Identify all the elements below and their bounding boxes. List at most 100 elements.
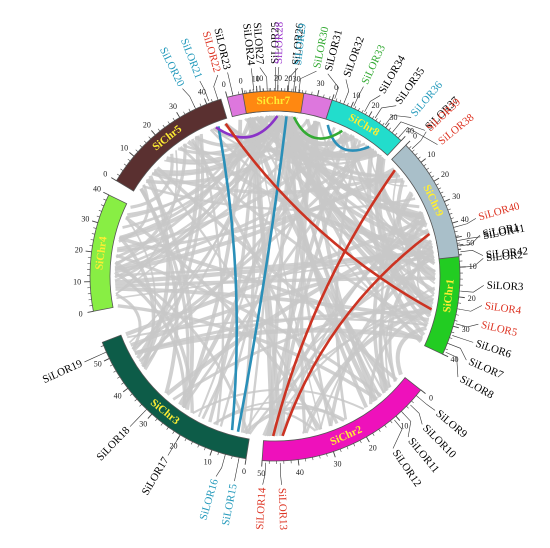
scale-tick-label: 20	[371, 101, 379, 110]
scale-tick-label: 40	[450, 355, 458, 364]
scale-tick	[447, 208, 451, 211]
gene-label-silor3: SiLOR3	[487, 280, 525, 294]
gene-leader-line	[402, 412, 412, 438]
collinear-link	[114, 264, 250, 435]
gene-leader-line	[84, 352, 105, 363]
scale-tick	[323, 94, 325, 98]
gene-label-silor4: SiLOR4	[484, 300, 522, 317]
gene-leader-line	[410, 404, 423, 425]
scale-tick	[372, 115, 375, 119]
gene-leader-line	[452, 335, 474, 343]
scale-tick	[139, 145, 143, 148]
scale-tick	[408, 146, 412, 149]
gene-leader-line	[250, 68, 255, 91]
scale-tick	[378, 120, 382, 124]
scale-tick	[444, 198, 451, 202]
scale-tick	[454, 230, 458, 233]
scale-tick-label: 30	[389, 113, 397, 122]
scale-tick	[436, 183, 439, 186]
collinear-link	[138, 131, 347, 363]
scale-tick	[103, 358, 110, 362]
gene-label-silor28: SiLOR28	[273, 21, 286, 64]
scale-tick	[100, 345, 104, 347]
collinear-link	[134, 328, 423, 356]
duplication-link-4	[215, 115, 279, 139]
gene-label-silor8: SiLOR8	[458, 373, 496, 401]
scale-tick-label: 0	[242, 467, 246, 476]
scale-tick	[211, 99, 213, 103]
scale-tick	[446, 204, 450, 207]
scale-tick	[405, 140, 411, 146]
collinear-link	[279, 115, 432, 245]
scale-tick	[444, 348, 448, 351]
scale-tick-label: 30	[452, 192, 460, 201]
scale-tick	[184, 438, 187, 442]
scale-tick	[420, 389, 426, 394]
collinear-link	[372, 191, 413, 394]
scale-tick	[359, 440, 362, 444]
collinear-link	[116, 252, 434, 299]
collinear-link	[139, 188, 190, 408]
scale-tick	[172, 430, 175, 434]
collinear-link	[287, 116, 435, 303]
collinear-link	[115, 276, 436, 288]
chromosome-band-sichr2	[261, 377, 422, 462]
scale-tick	[157, 128, 161, 132]
scale-tick-label: 30	[139, 419, 147, 428]
scale-tick-label: 10	[352, 91, 360, 100]
duplication-link-7	[271, 169, 396, 437]
gene-leader-line	[461, 285, 484, 293]
scale-tick	[433, 177, 440, 182]
scale-tick-label: 40	[461, 215, 469, 224]
scale-tick	[144, 140, 147, 144]
scale-tick-label: 20	[468, 294, 476, 303]
scale-tick-label: 50	[257, 469, 265, 478]
scale-tick	[417, 156, 421, 159]
scale-tick	[438, 187, 442, 190]
scale-tick-label: 20	[441, 170, 449, 179]
scale-tick	[147, 413, 153, 419]
scale-tick	[151, 130, 156, 136]
chromosome-band-sichr8	[325, 99, 402, 156]
chromosome-label-sichr7: SiChr7	[257, 95, 291, 107]
gene-leader-line	[458, 236, 481, 241]
scale-tick	[451, 331, 455, 334]
gene-leader-line	[445, 352, 459, 378]
chromosome-band-sichr4	[89, 194, 128, 312]
gene-label-silor16: SiLOR16	[198, 477, 222, 521]
scale-tick-label: 0	[467, 230, 471, 239]
scale-tick	[361, 109, 364, 113]
duplication-link-8	[281, 232, 431, 437]
gene-label-silor14: SiLOR14	[254, 487, 269, 530]
gene-leader-line	[327, 73, 339, 99]
scale-tick	[297, 459, 300, 466]
scale-tick	[209, 449, 213, 456]
scale-tick	[332, 451, 336, 458]
scale-tick	[375, 118, 378, 122]
gene-label-silor29: SiLOR29	[292, 22, 309, 66]
scale-tick	[449, 337, 453, 339]
scale-tick-label: 0	[103, 170, 107, 179]
scale-tick	[420, 158, 426, 163]
scale-tick	[384, 424, 387, 428]
gene-leader-line	[392, 419, 403, 449]
gene-leader-line	[288, 68, 298, 90]
gene-leader-line	[353, 86, 364, 107]
scale-tick	[455, 235, 459, 237]
scale-tick	[190, 441, 193, 445]
chromosome-label-sichr4: SiChr4	[93, 235, 109, 270]
scale-tick-label: 30	[81, 214, 89, 223]
scale-tick	[139, 404, 142, 407]
collinear-link	[124, 216, 322, 431]
scale-tick	[390, 420, 393, 424]
gene-leader-line	[374, 105, 397, 119]
gene-leader-line	[449, 343, 467, 361]
collinear-link	[246, 117, 253, 128]
scale-tick	[406, 405, 409, 409]
scale-tick	[382, 122, 385, 126]
scale-tick-label: 30	[333, 459, 341, 468]
collinear-link	[128, 115, 279, 344]
gene-leader-line	[279, 462, 282, 485]
gene-leader-line	[129, 410, 146, 427]
scale-tick	[87, 310, 94, 313]
